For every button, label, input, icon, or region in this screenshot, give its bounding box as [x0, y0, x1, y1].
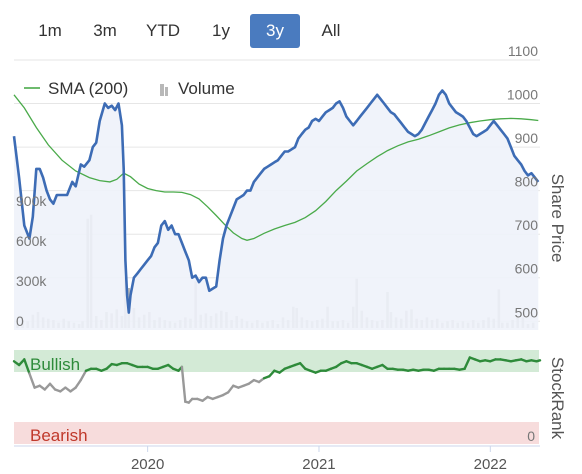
- sma-legend-label[interactable]: SMA (200): [48, 79, 128, 98]
- stockrank-segment-104: [535, 359, 542, 363]
- price-tick-label-700: 700: [515, 217, 539, 233]
- share-price-line: [12, 89, 540, 314]
- chart-legend: SMA (200) Volume: [24, 79, 235, 98]
- volume-legend-label[interactable]: Volume: [178, 79, 235, 98]
- stockrank-segment-13: [74, 378, 83, 389]
- volume-tick-label-300k: 300k: [16, 273, 47, 289]
- stockrank-segment-4: [28, 372, 36, 389]
- range-button-3m[interactable]: 3m: [93, 21, 117, 40]
- stockrank-segment-44: [226, 384, 235, 394]
- stockrank-line: [12, 356, 542, 404]
- volume-tick-label-600k: 600k: [16, 233, 47, 249]
- price-axis-ticks: 500 600 700 800 900 1000 1100: [507, 43, 538, 320]
- range-selector: 1m 3m YTD 1y 3y All: [24, 14, 362, 48]
- stockrank-axis-title: StockRank: [548, 357, 567, 440]
- range-button-1m[interactable]: 1m: [38, 21, 62, 40]
- stockrank-segment-14: [79, 369, 88, 382]
- stockrank-segment-3: [23, 358, 31, 375]
- volume-axis-ticks: 0 300k 600k 900k: [16, 193, 47, 329]
- stockrank-segment-90: [463, 356, 471, 370]
- price-tick-label-900: 900: [515, 130, 539, 146]
- x-tick-label-2022: 2022: [474, 456, 507, 473]
- price-tick-label-500: 500: [515, 304, 539, 320]
- bearish-label: Bearish: [30, 426, 88, 445]
- stockrank-zero-label: 0: [527, 428, 535, 444]
- price-area-fill: [14, 90, 539, 330]
- range-button-3y[interactable]: 3y: [250, 14, 300, 48]
- x-tick-label-2020: 2020: [131, 456, 164, 473]
- bullish-label: Bullish: [30, 355, 80, 374]
- volume-legend-swatch: [160, 84, 164, 96]
- share-price-axis-title: Share Price: [548, 174, 567, 263]
- stockrank-segment-8: [48, 382, 57, 391]
- price-tick-label-600: 600: [515, 261, 539, 277]
- stockrank-segment-7: [43, 382, 52, 391]
- stockrank-segment-58: [298, 362, 307, 370]
- volume-tick-label-900k: 900k: [16, 193, 47, 209]
- stockrank-segment-52: [268, 369, 276, 378]
- volume-tick-label-0: 0: [16, 313, 24, 329]
- price-tick-label-800: 800: [515, 174, 539, 190]
- range-button-all[interactable]: All: [321, 21, 341, 40]
- range-button-1y[interactable]: 1y: [212, 21, 230, 40]
- price-tick-label-1100: 1100: [508, 43, 538, 59]
- volume-legend-swatch-2: [165, 87, 168, 96]
- range-button-ytd[interactable]: YTD: [146, 21, 180, 40]
- stockrank-segment-34: [180, 365, 187, 403]
- x-tick-label-2021: 2021: [302, 456, 335, 473]
- bearish-band: [14, 422, 539, 444]
- price-tick-label-1000: 1000: [507, 87, 538, 103]
- x-axis-ticks: 2020 2021 2022: [131, 446, 507, 473]
- sma-200-line: [13, 94, 539, 241]
